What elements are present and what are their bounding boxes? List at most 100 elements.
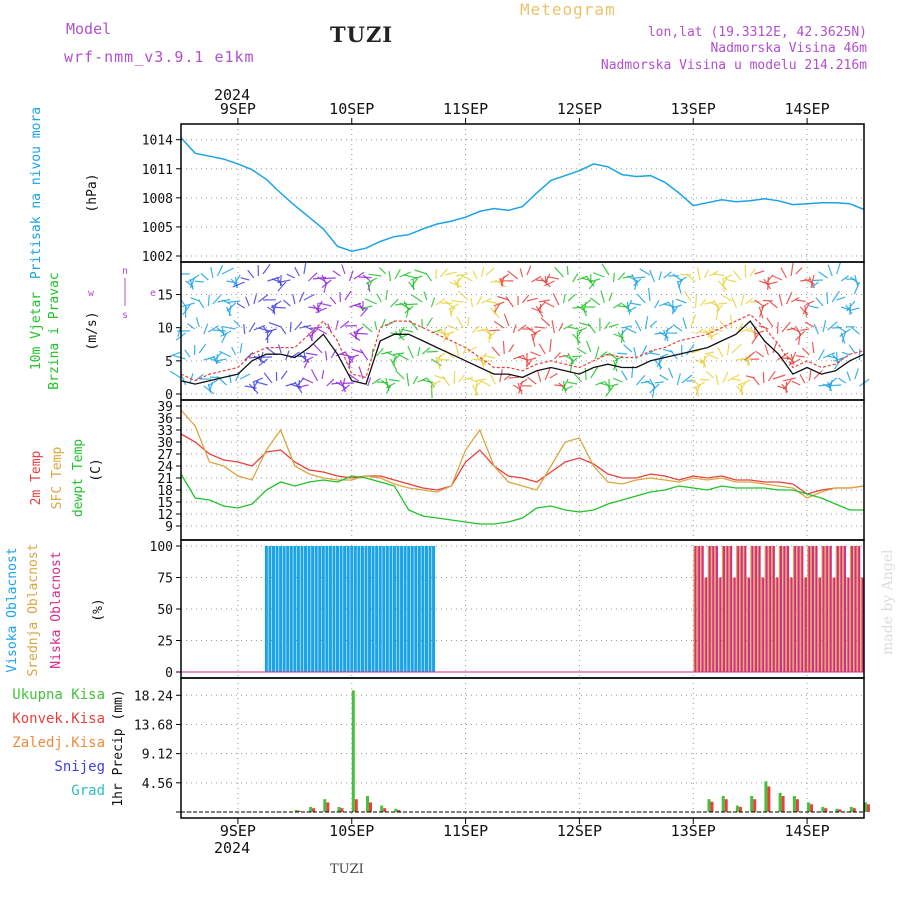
- wind-barb: [564, 385, 573, 391]
- ytick-label: 75: [157, 572, 173, 587]
- wind-barb: [220, 330, 232, 337]
- wind-barb: [608, 323, 619, 328]
- precip-legend-item: Ukupna Kisa: [12, 687, 105, 703]
- wind-barb: [252, 377, 264, 383]
- wind-barb: [451, 299, 464, 303]
- wind-barb: [476, 295, 483, 306]
- wind-barb: [232, 281, 245, 288]
- wind-barb: [704, 301, 715, 305]
- wind-barb: [833, 356, 846, 362]
- wind-barb: [431, 358, 442, 367]
- wind-barb: [648, 288, 651, 302]
- wind-barb: [608, 352, 619, 361]
- wind-barb: [169, 351, 182, 357]
- wind-barb: [460, 274, 473, 282]
- wind-barb: [411, 294, 423, 303]
- precip-bar-total: [366, 796, 369, 812]
- date-bottom-label: 13SEP: [671, 822, 716, 840]
- wind-barb: [567, 293, 576, 302]
- wind-barb: [576, 329, 583, 338]
- wind-barb: [308, 272, 318, 282]
- wind-barb: [310, 330, 314, 341]
- wind-barb: [780, 267, 788, 279]
- wind-barb: [195, 317, 200, 328]
- wind-barb: [485, 326, 493, 340]
- date-top-label: 12SEP: [557, 100, 602, 118]
- precip-bar-convective: [724, 799, 728, 812]
- wind-ylabel-2: Brzina i Pravac: [47, 272, 62, 389]
- wind-barb: [522, 354, 531, 366]
- wind-barb: [668, 367, 674, 379]
- wind-barb: [802, 302, 810, 315]
- wind-barb: [187, 323, 196, 330]
- wind-barb: [737, 379, 751, 386]
- station-title: TUZI: [330, 22, 394, 47]
- wind-barb: [305, 352, 318, 356]
- wind-barb: [499, 277, 504, 287]
- wind-barb: [595, 381, 605, 386]
- wind-barb: [572, 306, 584, 309]
- wind-barb: [393, 352, 405, 356]
- wind-barb: [225, 306, 232, 317]
- precip-bar-total: [351, 690, 355, 812]
- temp-line-t2m: [180, 433, 865, 495]
- temp-unit: (C): [89, 458, 104, 481]
- wind-barb: [364, 298, 378, 305]
- wind-barb: [219, 350, 232, 358]
- wind-barb: [347, 354, 359, 359]
- wind-barb: [362, 300, 364, 312]
- precip-bar-total: [294, 810, 298, 812]
- wind-barb: [841, 351, 851, 356]
- wind-barb: [696, 267, 701, 281]
- wind-barb: [676, 373, 681, 386]
- precip-bar-convective: [354, 799, 358, 812]
- wind-barb: [303, 356, 314, 363]
- wind-barb: [279, 274, 282, 287]
- date-top-label: 9SEP: [220, 100, 256, 118]
- wind-barb: [182, 304, 191, 315]
- precip-legend-item: Grad: [71, 783, 105, 799]
- cloud-unit: (%): [91, 598, 106, 621]
- wind-barb: [494, 279, 507, 288]
- wind-barb: [617, 352, 628, 355]
- wind-barb: [538, 299, 550, 303]
- wind-barb: [717, 302, 728, 305]
- wind-barb: [717, 347, 724, 358]
- precip-legend-item: Zaledj.Kisa: [12, 735, 105, 751]
- wind-barb: [812, 279, 824, 282]
- wind-barb: [412, 375, 419, 385]
- precip-bar-convective: [852, 808, 856, 812]
- wind-barb: [289, 321, 292, 333]
- wind-barb: [360, 307, 369, 317]
- wind-barb: [570, 357, 578, 365]
- wind-barb: [268, 322, 282, 328]
- wind-barb: [767, 276, 769, 291]
- wind-barb: [828, 384, 842, 387]
- wind-barb: [800, 279, 811, 282]
- wind-barb: [530, 351, 541, 357]
- wind-barb: [406, 373, 410, 387]
- wind-barb: [609, 383, 619, 388]
- ytick-label: 33: [157, 424, 173, 439]
- wind-barb: [244, 352, 254, 361]
- wind-barb: [620, 329, 624, 344]
- wind-barb: [567, 381, 578, 385]
- wind-barb: [262, 263, 271, 275]
- wind-barb: [184, 349, 191, 358]
- wind-barb: [588, 280, 596, 290]
- footer-title: TUZI: [330, 862, 364, 877]
- wind-barb: [782, 377, 796, 382]
- wind-barb: [456, 316, 464, 329]
- wind-barb: [426, 377, 436, 388]
- wind-barb: [366, 277, 378, 285]
- wind-barb: [620, 327, 628, 336]
- wind-barb: [715, 374, 719, 386]
- wind-barb: [481, 352, 487, 362]
- wind-barb: [208, 357, 221, 364]
- wind-barb: [526, 297, 538, 302]
- wind-barb: [722, 276, 728, 286]
- date-top-label: 10SEP: [329, 100, 374, 118]
- wind-barb: [212, 329, 226, 332]
- precip-bar-total: [835, 808, 839, 812]
